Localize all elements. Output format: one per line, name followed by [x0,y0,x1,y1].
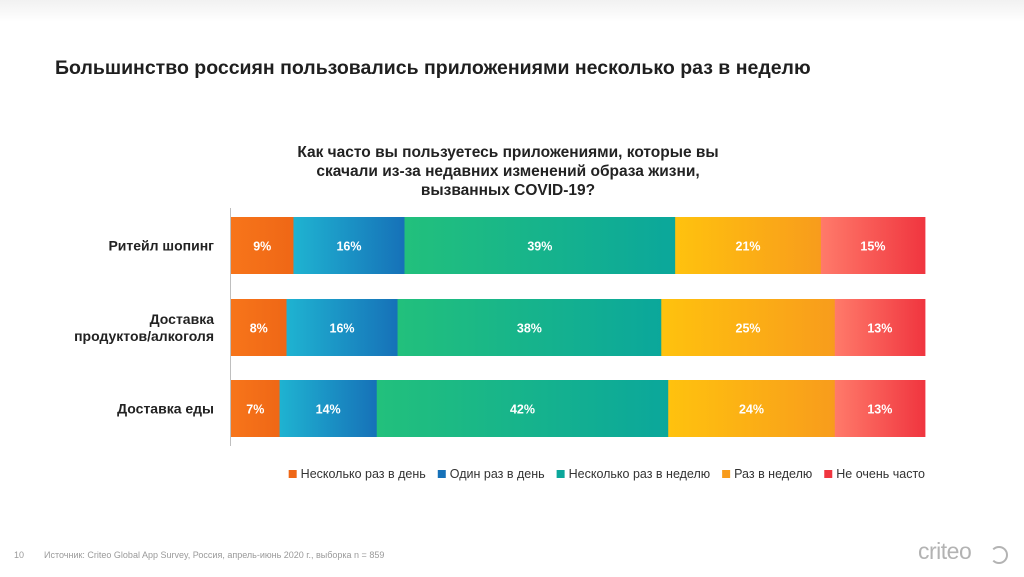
category-label: Ритейл шопинг [108,238,214,254]
chart-title-line-2: скачали из-за недавних изменений образа … [316,163,700,180]
data-label: 42% [510,403,535,417]
legend-swatch [288,470,297,478]
data-label: 16% [336,240,361,254]
legend-label: Раз в неделю [734,467,812,481]
data-label: 16% [330,322,355,336]
bar-segment [404,217,676,274]
bar-segment [668,380,836,437]
data-label: 39% [527,240,552,254]
data-label: 9% [253,240,271,254]
criteo-logo: criteo [918,538,972,564]
bar-segment [661,299,836,356]
data-label: 21% [736,240,761,254]
data-label: 25% [736,322,761,336]
category-label-line: Доставка [150,311,215,327]
chart-title-line-3: вызванных COVID-19? [420,182,596,199]
bar-segment [834,380,926,437]
legend-swatch [437,470,446,478]
data-label: 7% [246,403,264,417]
bar-segment [231,217,294,274]
top-decorative-band [0,0,1024,22]
legend-swatch [556,470,565,478]
page-title: Большинство россиян пользовались приложе… [55,57,811,79]
page-number: 10 [14,550,25,560]
bar-segment [286,299,398,356]
chart-title-line-1: Как часто вы пользуетесь приложениями, к… [297,144,719,161]
bar-segment [820,217,926,274]
bar-segment [675,217,822,274]
data-label: 24% [739,403,764,417]
legend-label: Не очень часто [836,467,925,481]
category-label: Доставка еды [117,401,214,417]
bar-segment [293,217,405,274]
data-label: 14% [316,403,341,417]
bar-segment [279,380,378,437]
data-label: 38% [517,322,542,336]
source-note: Источник: Criteo Global App Survey, Росс… [44,550,385,560]
bar-segment [834,299,926,356]
bar-segment [231,380,280,437]
bar-segment [231,299,287,356]
legend-swatch [722,470,731,478]
legend-label: Один раз в день [450,467,545,481]
category-label-line: продуктов/алкоголя [74,328,214,344]
data-label: 8% [250,322,268,336]
logo-mark-icon [990,546,1008,564]
legend-label: Несколько раз в неделю [569,467,711,481]
bar-segment [397,299,662,356]
bar-segment [376,380,669,437]
chart-title: Как часто вы пользуетесь приложениями, к… [230,143,786,200]
data-label: 13% [867,322,892,336]
legend-label: Несколько раз в день [301,467,426,481]
category-label: Доставка продуктов/алкоголя [74,311,214,344]
category-label-line: Доставка еды [117,401,214,417]
data-label: 15% [860,240,885,254]
category-label-line: Ритейл шопинг [108,238,214,254]
data-label: 13% [867,403,892,417]
legend-swatch [824,470,833,478]
